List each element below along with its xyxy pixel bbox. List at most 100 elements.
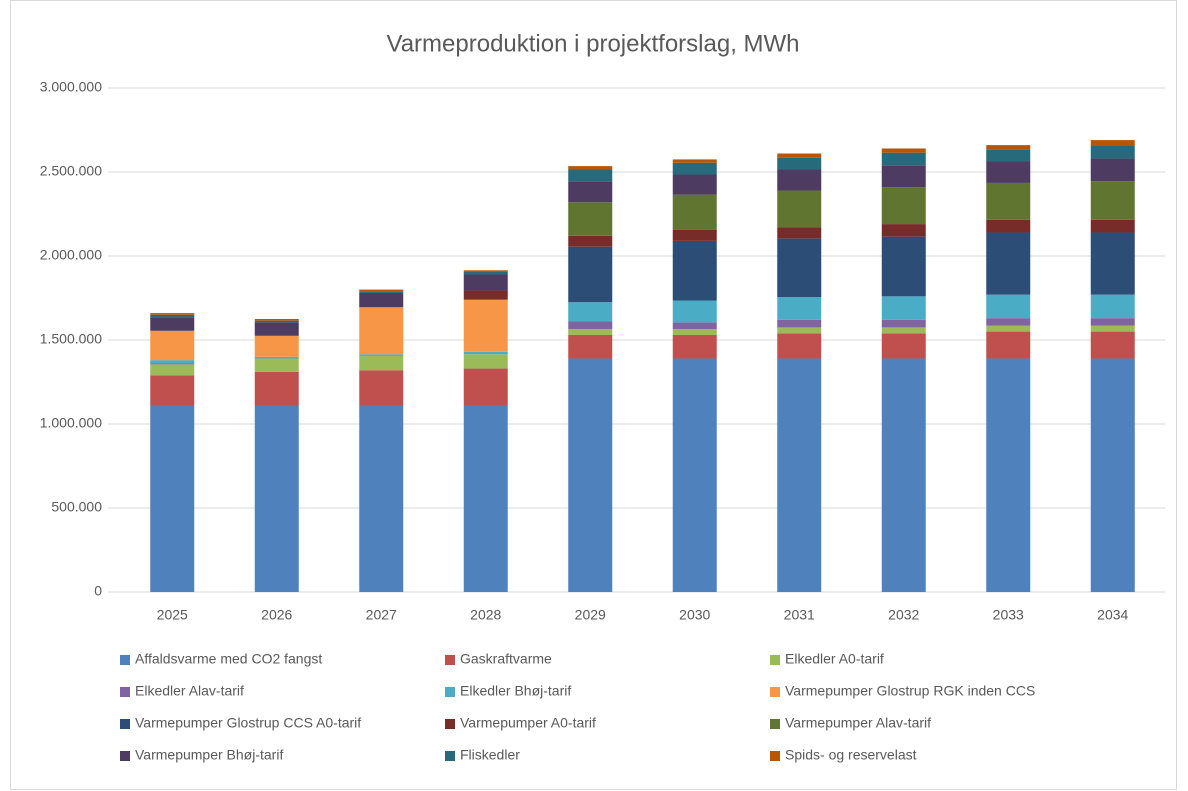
legend-swatch (445, 751, 455, 761)
bar-segment (568, 166, 613, 170)
bar-segment (1090, 219, 1135, 233)
bar-segment (777, 319, 822, 328)
bar-segment (150, 317, 195, 331)
bar-segment (881, 319, 926, 328)
bar-segment (881, 187, 926, 225)
bar-segment (881, 333, 926, 359)
bar-segment (150, 375, 195, 406)
y-tick-label: 2.000.000 (40, 247, 102, 263)
bar-segment (1090, 181, 1135, 220)
bar-segment (777, 227, 822, 239)
bar-segment (881, 358, 926, 592)
bar-segment (150, 314, 195, 318)
bar-segment (672, 194, 717, 230)
legend-swatch (120, 751, 130, 761)
bar-segment (777, 190, 822, 228)
bar-segment (463, 270, 508, 272)
legend-label: Varmepumper Alav-tarif (785, 715, 931, 731)
bar-segment (672, 329, 717, 335)
bar-segment (777, 169, 822, 191)
bar-segment (463, 290, 508, 300)
y-tick-label: 1.000.000 (40, 415, 102, 431)
bar-segment (150, 405, 195, 592)
legend-label: Gaskraftvarme (460, 651, 552, 667)
bar-segment (359, 355, 404, 371)
x-tick-label: 2033 (993, 607, 1024, 623)
bar-segment (986, 145, 1031, 150)
legend-label: Elkedler A0-tarif (785, 651, 884, 667)
bar-segment (254, 358, 299, 372)
x-tick-label: 2025 (157, 607, 188, 623)
bar-segment (359, 405, 404, 592)
bar-segment (986, 232, 1031, 295)
legend-swatch (120, 719, 130, 729)
legend-swatch (770, 687, 780, 697)
bar-segment (254, 405, 299, 592)
bar-segment (463, 351, 508, 355)
bar-segment (777, 358, 822, 592)
x-tick-label: 2032 (888, 607, 919, 623)
bar-segment (150, 360, 195, 364)
bar-segment (359, 289, 404, 292)
y-tick-label: 3.000.000 (40, 79, 102, 95)
bar-segment (568, 169, 613, 182)
x-tick-label: 2034 (1097, 607, 1128, 623)
legend-label: Affaldsvarme med CO2 fangst (135, 651, 322, 667)
bar-segment (1090, 294, 1135, 319)
bar-segment (568, 321, 613, 330)
bar-segment (986, 331, 1031, 359)
legend-swatch (120, 655, 130, 665)
bar-segment (777, 157, 822, 170)
bar-segment (568, 246, 613, 303)
bar-segment (463, 299, 508, 352)
bar-segment (881, 152, 926, 166)
bar-segment (359, 307, 404, 355)
legend-swatch (445, 655, 455, 665)
bar-segment (463, 271, 508, 275)
bar-segment (568, 235, 613, 247)
bar-segment (359, 370, 404, 406)
x-tick-label: 2031 (784, 607, 815, 623)
x-tick-label: 2028 (470, 607, 501, 623)
bar-segment (881, 224, 926, 237)
legend-label: Varmepumper Glostrup CCS A0-tarif (135, 715, 361, 731)
legend-label: Elkedler Alav-tarif (135, 683, 244, 699)
bar-segment (1090, 158, 1135, 182)
bar-segment (986, 294, 1031, 319)
bar-segment (672, 300, 717, 323)
bar-segment (881, 236, 926, 297)
bar-segment (986, 325, 1031, 332)
bar-segment (150, 313, 195, 315)
legend-label: Elkedler Bhøj-tarif (460, 683, 571, 699)
bar-segment (1090, 140, 1135, 146)
bar-segment (777, 238, 822, 298)
legend-label: Varmepumper A0-tarif (460, 715, 596, 731)
bar-segment (254, 371, 299, 406)
bar-segment (1090, 145, 1135, 159)
bar-segment (881, 327, 926, 334)
bar-segment (672, 240, 717, 301)
bar-segment (777, 297, 822, 320)
legend-swatch (770, 751, 780, 761)
bar-segment (463, 354, 508, 369)
bar-segment (463, 368, 508, 406)
bar-segment (777, 153, 822, 158)
bar-segment (986, 219, 1031, 233)
bar-segment (672, 358, 717, 592)
bar-segment (254, 320, 299, 323)
x-tick-label: 2030 (679, 607, 710, 623)
bar-segment (881, 165, 926, 188)
legend-label: Varmepumper Glostrup RGK inden CCS (785, 683, 1035, 699)
bar-segment (777, 327, 822, 334)
bar-segment (568, 329, 613, 335)
legend-swatch (770, 655, 780, 665)
bar-segment (986, 149, 1031, 162)
bar-segment (359, 354, 404, 356)
x-tick-label: 2026 (261, 607, 292, 623)
bar-segment (1090, 325, 1135, 332)
legend-label: Varmepumper Bhøj-tarif (135, 747, 283, 763)
bar-segment (986, 182, 1031, 220)
bar-segment (986, 318, 1031, 326)
bar-segment (672, 159, 717, 163)
bar-segment (986, 161, 1031, 183)
